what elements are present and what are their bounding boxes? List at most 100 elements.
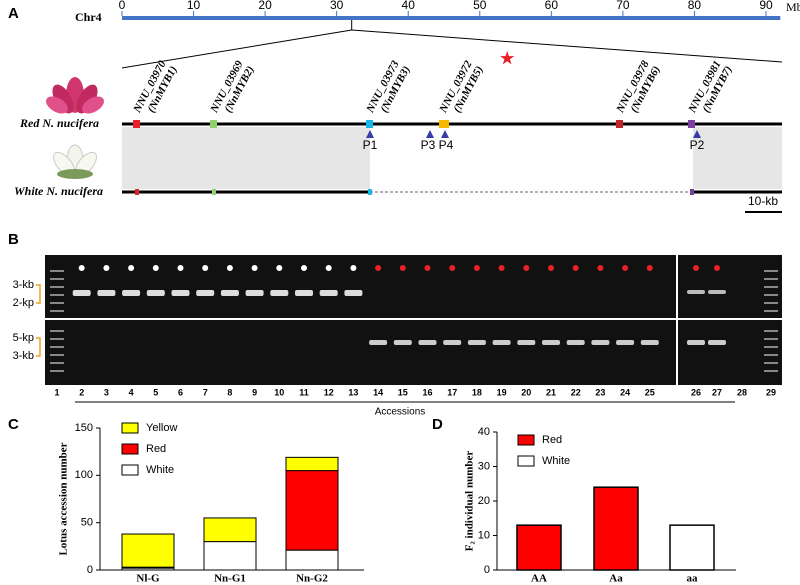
band bbox=[517, 340, 536, 345]
ladder-band bbox=[764, 370, 778, 372]
size-label: 2-kp bbox=[13, 297, 34, 309]
band bbox=[467, 340, 486, 345]
band bbox=[295, 290, 313, 296]
dot bbox=[622, 265, 629, 271]
gene bbox=[366, 120, 373, 128]
bar bbox=[593, 486, 639, 571]
lane-label: 24 bbox=[620, 387, 630, 397]
ladder-band bbox=[764, 362, 778, 364]
star: ★ bbox=[500, 51, 515, 68]
dot bbox=[375, 265, 382, 271]
line-label: Red N. nucifera bbox=[19, 116, 99, 130]
dot bbox=[202, 265, 209, 271]
bar-segment bbox=[203, 541, 257, 571]
gene bbox=[212, 189, 216, 195]
lane-label: 1 bbox=[54, 387, 59, 397]
gene bbox=[688, 120, 695, 128]
primer bbox=[426, 130, 434, 138]
dot bbox=[714, 265, 720, 271]
bar-segment bbox=[285, 549, 339, 571]
ladder-band bbox=[764, 302, 778, 304]
lane-label: 6 bbox=[178, 387, 183, 397]
ladder-band bbox=[50, 370, 64, 372]
dot bbox=[152, 265, 159, 271]
dot bbox=[572, 265, 579, 271]
legend-swatch bbox=[121, 443, 139, 455]
ladder-band bbox=[764, 346, 778, 348]
ladder-band bbox=[50, 362, 64, 364]
dot bbox=[78, 265, 85, 271]
tick-label: 30 bbox=[330, 0, 344, 12]
dot bbox=[276, 265, 283, 271]
legend-label: White bbox=[542, 455, 570, 467]
lane-label: 7 bbox=[203, 387, 208, 397]
band bbox=[196, 290, 215, 296]
dot bbox=[473, 265, 480, 271]
band bbox=[687, 290, 705, 294]
size-label: 3-kb bbox=[13, 279, 34, 291]
dot bbox=[103, 265, 110, 271]
red-flower bbox=[46, 77, 104, 114]
band bbox=[146, 290, 165, 296]
lane-label: 15 bbox=[398, 387, 408, 397]
bar-segment bbox=[285, 456, 339, 472]
band bbox=[369, 340, 388, 345]
band bbox=[708, 290, 726, 294]
lane-label: 25 bbox=[645, 387, 655, 397]
gene bbox=[368, 189, 372, 195]
ladder-band bbox=[50, 354, 64, 356]
lane-label: 28 bbox=[737, 387, 747, 397]
lane-label: 21 bbox=[546, 387, 556, 397]
legend-label: Yellow bbox=[146, 422, 177, 434]
lane-label: 23 bbox=[595, 387, 605, 397]
ladder-band bbox=[50, 286, 64, 288]
dot bbox=[251, 265, 258, 271]
band bbox=[393, 340, 412, 345]
band bbox=[687, 340, 705, 345]
lane-label: 17 bbox=[447, 387, 457, 397]
dot bbox=[301, 265, 307, 271]
primer-label: P2 bbox=[690, 138, 705, 152]
ladder-band bbox=[764, 330, 778, 332]
panel-label: C bbox=[8, 416, 19, 433]
dot bbox=[693, 265, 699, 271]
x-tick-label: aa bbox=[687, 573, 699, 585]
panel-label: D bbox=[432, 416, 443, 433]
size-label: 3-kb bbox=[13, 350, 34, 362]
lane-label: 12 bbox=[324, 387, 334, 397]
primer bbox=[441, 130, 449, 138]
tick-label: 60 bbox=[545, 0, 559, 12]
band bbox=[72, 290, 91, 296]
band bbox=[492, 340, 511, 345]
lane-label: 18 bbox=[472, 387, 482, 397]
accessions-label: Accessions bbox=[375, 407, 426, 418]
dot bbox=[449, 265, 456, 271]
band bbox=[542, 340, 560, 345]
tick-label: 10 bbox=[187, 0, 201, 12]
lane-label: 14 bbox=[373, 387, 383, 397]
dot bbox=[523, 265, 530, 271]
ladder-band bbox=[50, 346, 64, 348]
lane-label: 11 bbox=[299, 387, 309, 397]
gene bbox=[133, 120, 140, 128]
y-tick-label: 50 bbox=[81, 517, 93, 529]
ladder-band bbox=[50, 310, 64, 312]
tick-label: 0 bbox=[119, 0, 126, 12]
ladder-band bbox=[764, 278, 778, 280]
gene bbox=[210, 120, 217, 128]
y-tick-label: 100 bbox=[75, 469, 93, 481]
band bbox=[708, 340, 726, 345]
tick-label: 80 bbox=[688, 0, 702, 12]
y-label: F₂ individual number bbox=[464, 451, 476, 552]
dot bbox=[548, 265, 554, 271]
panel-label: B bbox=[8, 231, 19, 248]
primer-label: P3 bbox=[421, 138, 436, 152]
lane-label: 16 bbox=[422, 387, 432, 397]
band bbox=[591, 340, 610, 345]
ladder-band bbox=[764, 270, 778, 272]
gene bbox=[439, 120, 449, 128]
bar bbox=[669, 524, 715, 571]
legend-swatch bbox=[517, 455, 535, 467]
ladder-band bbox=[50, 294, 64, 296]
tick-label: 70 bbox=[616, 0, 630, 12]
